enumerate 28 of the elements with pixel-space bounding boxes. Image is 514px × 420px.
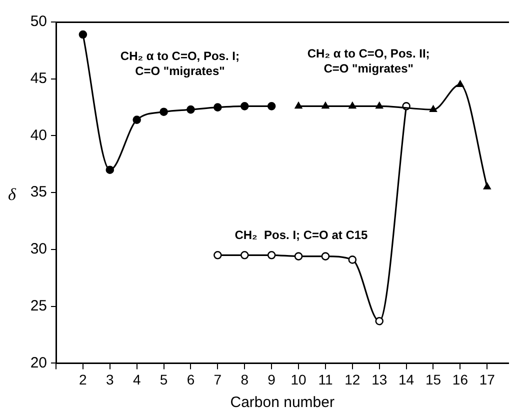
y-tick-label: 45 xyxy=(30,70,47,88)
x-tick-label: 8 xyxy=(240,371,249,388)
x-tick-label: 10 xyxy=(290,371,307,388)
text: CH₂ α to C=O, Pos. II; C=O "migrates" xyxy=(307,46,430,76)
series-label: CH₂ Pos. I; C=O at C15 xyxy=(234,228,368,242)
x-tick-label: 17 xyxy=(479,371,496,388)
x-tick-label: 12 xyxy=(344,371,360,388)
x-axis-title: Carbon number xyxy=(230,394,334,412)
x-tick-label: 9 xyxy=(268,371,276,388)
x-tick-label: 3 xyxy=(106,371,114,388)
x-tick-label: 7 xyxy=(214,371,222,388)
y-tick-label: 40 xyxy=(30,126,47,144)
y-tick-label: 30 xyxy=(30,240,47,258)
y-tick-label: 20 xyxy=(30,354,47,372)
x-tick-label: 15 xyxy=(425,371,442,388)
text: CH₂ α to C=O, Pos. I; C=O "migrates" xyxy=(120,48,240,78)
x-tick-label: 16 xyxy=(452,371,468,388)
x-tick-label: 6 xyxy=(186,371,195,388)
y-axis-title: δ xyxy=(8,185,18,204)
y-tick-label: 25 xyxy=(30,297,47,314)
x-tick-label: 5 xyxy=(160,371,168,388)
y-tick-label: 35 xyxy=(30,184,47,201)
x-tick-label: 2 xyxy=(79,371,88,388)
x-tick-label: 4 xyxy=(132,371,141,388)
x-tick-label: 13 xyxy=(372,371,388,388)
x-tick-label: 14 xyxy=(398,371,414,388)
y-tick-label: 50 xyxy=(30,13,47,30)
x-tick-label: 11 xyxy=(318,371,333,388)
